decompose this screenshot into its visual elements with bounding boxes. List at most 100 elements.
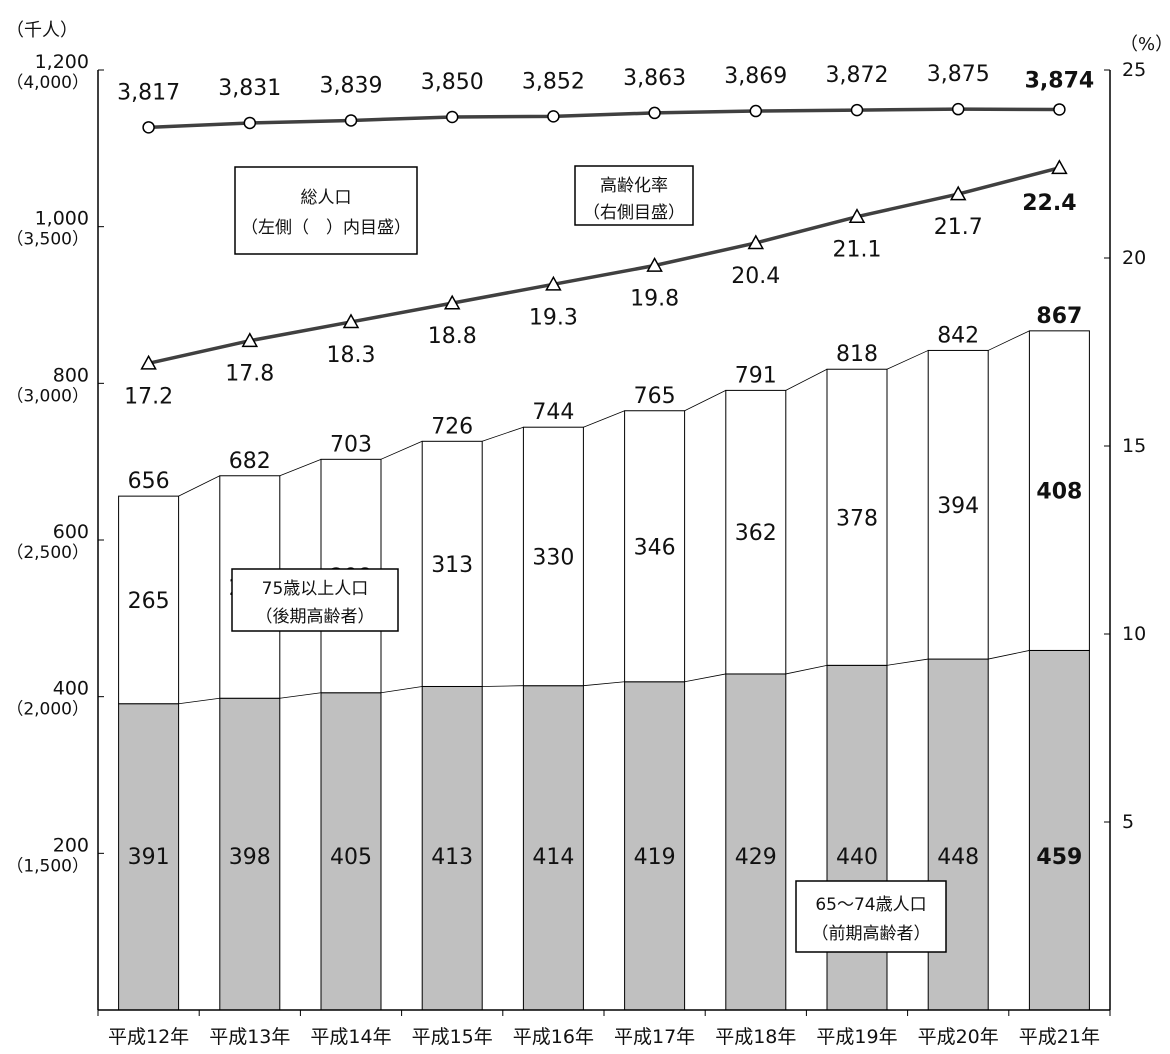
- connector-early-5: [684, 673, 726, 683]
- connector-early-0: [178, 697, 220, 705]
- left-tick-label-1: 400: [53, 678, 89, 700]
- bar-total-label-9: 867: [1036, 304, 1082, 329]
- total-population-point-6: [749, 104, 763, 118]
- early-elderly-legend-box: 65～74歳人口 （前期高齢者）: [795, 880, 947, 953]
- x-category-label-8: 平成20年: [918, 1026, 999, 1048]
- bar-late-label-3: 313: [431, 553, 473, 578]
- left-tick-label-4: 1,000: [35, 208, 89, 230]
- total-population-label-1: 3,831: [218, 76, 281, 101]
- bar-early-label-5: 419: [634, 845, 676, 870]
- right-tick-label-2: 15: [1122, 435, 1146, 457]
- connector-total-8: [988, 330, 1030, 351]
- x-category-label-0: 平成12年: [108, 1026, 189, 1048]
- left-tick-sublabel-3: （3,000）: [6, 386, 89, 406]
- bar-total-label-6: 791: [735, 363, 777, 388]
- connector-early-6: [785, 664, 828, 675]
- total-population-point-9: [1053, 103, 1066, 116]
- x-category-label-4: 平成16年: [513, 1026, 594, 1048]
- aging-rate-point-9: [1051, 159, 1068, 175]
- right-unit-label: （%）: [1120, 34, 1170, 55]
- bar-early-label-3: 413: [431, 845, 473, 870]
- left-tick-label-2: 600: [53, 521, 89, 543]
- total-population-point-4: [547, 110, 560, 123]
- rate-box-line-2: （右側目盛）: [583, 203, 685, 223]
- bar-late-7: [826, 368, 888, 666]
- total-population-point-2: [344, 114, 358, 127]
- right-tick-label-3: 20: [1122, 247, 1146, 269]
- total-population-label-6: 3,869: [724, 64, 787, 89]
- left-tick-label-0: 200: [53, 834, 89, 856]
- early-box-line-1: 65～74歳人口: [815, 895, 926, 915]
- aging-rate-label-5: 19.8: [630, 287, 679, 312]
- connector-total-7: [886, 350, 929, 370]
- bar-total-label-2: 703: [330, 432, 372, 457]
- bar-early-6: [725, 673, 787, 1011]
- late-elderly-legend-box: 75歳以上人口 （後期高齢者）: [231, 568, 399, 632]
- bar-early-label-1: 398: [229, 845, 271, 870]
- labels-layer: 3,817 3,831 3,839 3,850 3,852 3,863 3,869 3,872…: [117, 62, 1094, 870]
- bar-late-label-4: 330: [532, 545, 574, 570]
- bar-late-label-6: 362: [735, 521, 777, 546]
- left-tick-sublabel-1: （2,000）: [6, 700, 89, 720]
- total-box-line-2: （左側（ ）内目盛）: [241, 218, 411, 238]
- connector-total-0: [178, 475, 220, 497]
- bar-late-5: [624, 410, 686, 683]
- bar-early-9: [1028, 649, 1090, 1011]
- aging-rate-label-4: 19.3: [529, 305, 578, 330]
- connector-total-3: [482, 426, 524, 442]
- total-population-label-0: 3,817: [117, 80, 180, 105]
- aging-rate-point-8: [949, 185, 967, 201]
- connector-total-2: [380, 440, 423, 460]
- aging-rate-point-0: [140, 354, 157, 370]
- connector-early-8: [988, 650, 1030, 660]
- late-box-line-1: 75歳以上人口: [262, 579, 369, 599]
- total-population-line: [148, 107, 1060, 130]
- axes: 200（1,500） 400（2,000） 600（2,500） 800（3,000）…: [6, 51, 1146, 1048]
- bar-late-label-9: 408: [1036, 480, 1082, 505]
- bar-early-8: [927, 658, 989, 1011]
- aging-rate-point-7: [848, 208, 866, 223]
- right-tick-label-0: 5: [1122, 811, 1134, 833]
- aging-rate-legend-box: 高齢化率 （右側目盛）: [574, 165, 694, 226]
- bar-early-label-4: 414: [532, 845, 574, 870]
- connector-total-4: [583, 410, 625, 428]
- bar-total-label-7: 818: [836, 342, 878, 367]
- aging-rate-label-6: 20.4: [731, 264, 780, 289]
- bar-early-2: [320, 692, 382, 1011]
- aging-rate-label-7: 21.1: [833, 238, 882, 263]
- total-population-point-7: [850, 103, 864, 117]
- early-box-line-2: （前期高齢者）: [812, 924, 931, 944]
- connector-early-3: [482, 685, 524, 687]
- connector-lines: [178, 330, 1030, 705]
- bar-late-0: [118, 495, 180, 705]
- bar-late-9: [1028, 330, 1090, 651]
- total-population-label-5: 3,863: [623, 66, 686, 91]
- x-category-label-9: 平成21年: [1019, 1026, 1100, 1048]
- lines-layer: [140, 102, 1068, 370]
- connector-total-5: [684, 390, 726, 412]
- total-population-label-8: 3,875: [927, 62, 990, 87]
- bar-late-label-7: 378: [836, 506, 878, 531]
- right-tick-label-4: 25: [1122, 59, 1146, 81]
- total-box-line-1: 総人口: [301, 188, 352, 208]
- x-category-label-3: 平成15年: [412, 1026, 493, 1048]
- bar-late-label-8: 394: [937, 494, 979, 519]
- connector-early-2: [380, 686, 423, 694]
- total-population-label-2: 3,839: [320, 73, 383, 98]
- aging-rate-line: [148, 166, 1060, 365]
- bar-late-label-0: 265: [128, 589, 170, 614]
- total-population-point-3: [445, 110, 459, 124]
- aging-rate-label-9: 22.4: [1022, 191, 1076, 216]
- right-tick-label-1: 10: [1122, 623, 1146, 645]
- bar-early-7: [826, 664, 888, 1011]
- bar-late-label-5: 346: [634, 535, 676, 560]
- bar-early-label-2: 405: [330, 845, 372, 870]
- connector-early-1: [279, 692, 322, 699]
- x-category-label-5: 平成17年: [614, 1026, 695, 1048]
- x-category-label-7: 平成19年: [816, 1026, 897, 1048]
- x-category-label-1: 平成13年: [209, 1026, 290, 1048]
- left-tick-sublabel-5: （4,000）: [6, 73, 89, 93]
- total-population-point-8: [951, 102, 965, 116]
- aging-rate-point-5: [646, 256, 663, 272]
